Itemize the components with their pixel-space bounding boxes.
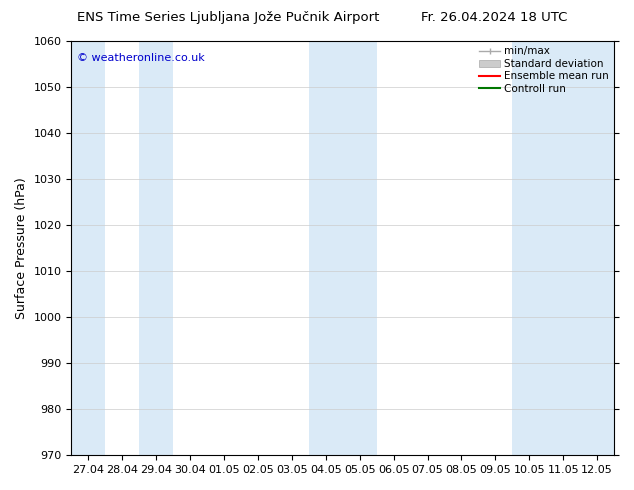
Y-axis label: Surface Pressure (hPa): Surface Pressure (hPa) — [15, 177, 28, 319]
Bar — [72, 41, 105, 455]
Bar — [547, 41, 580, 455]
Text: © weatheronline.co.uk: © weatheronline.co.uk — [77, 53, 205, 64]
Legend: min/max, Standard deviation, Ensemble mean run, Controll run: min/max, Standard deviation, Ensemble me… — [477, 44, 611, 96]
Bar — [309, 41, 343, 455]
Text: ENS Time Series Ljubljana Jože Pučnik Airport: ENS Time Series Ljubljana Jože Pučnik Ai… — [77, 11, 379, 24]
Bar — [512, 41, 547, 455]
Text: Fr. 26.04.2024 18 UTC: Fr. 26.04.2024 18 UTC — [422, 11, 567, 24]
Bar — [139, 41, 173, 455]
Bar — [343, 41, 377, 455]
Bar — [580, 41, 614, 455]
